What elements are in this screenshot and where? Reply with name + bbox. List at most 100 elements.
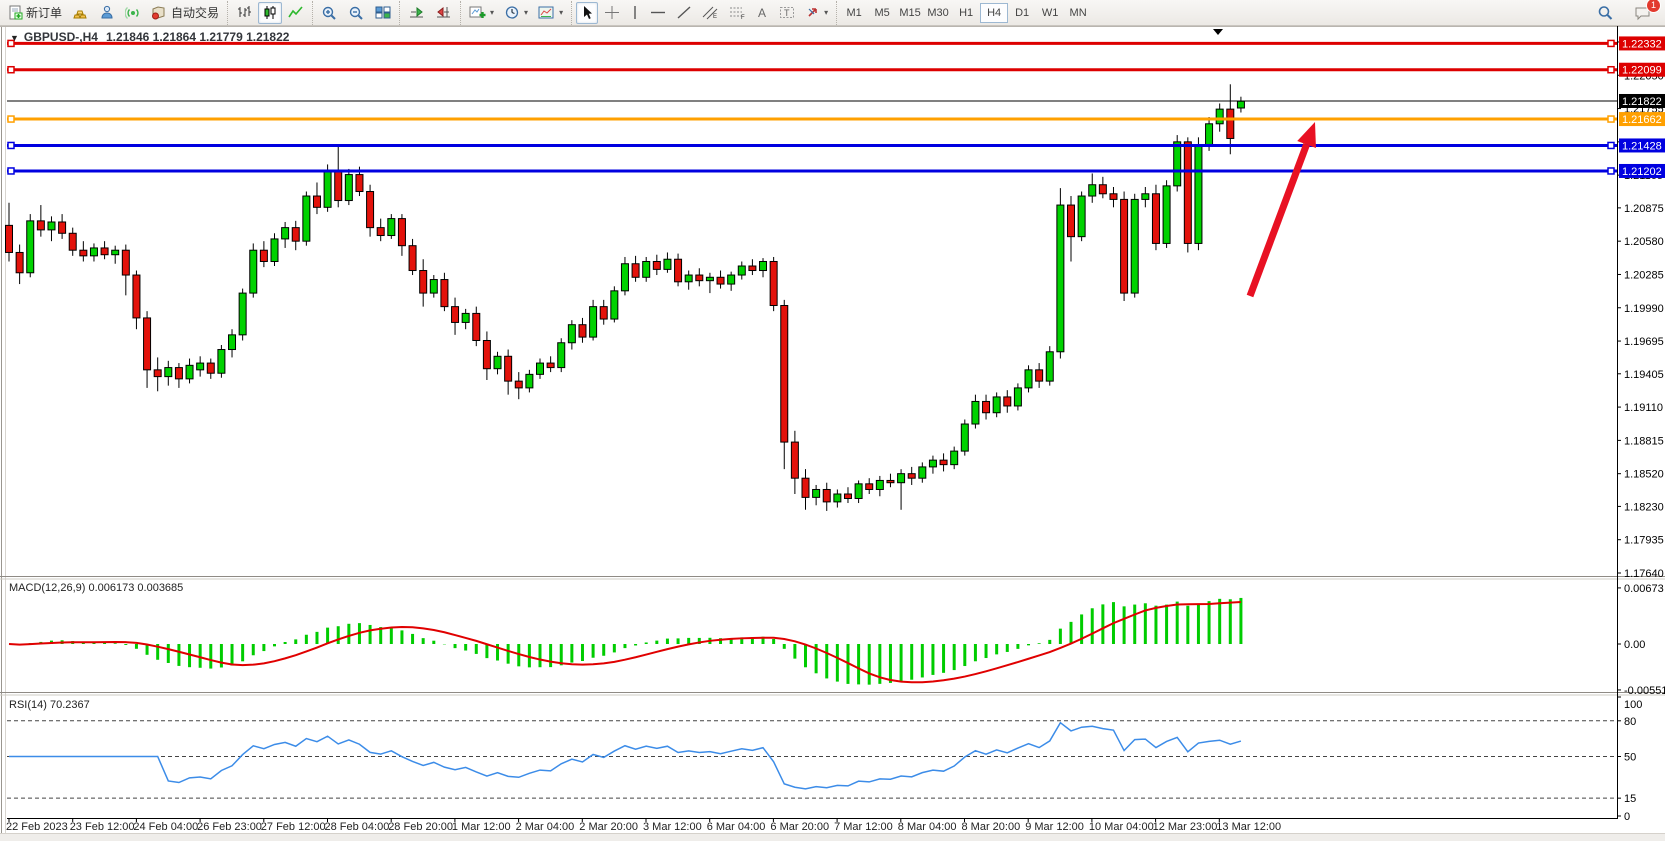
new-order-button[interactable]: 新订单 [4, 2, 66, 24]
chart-shift-button[interactable] [431, 2, 456, 24]
time-axis-label: 28 Feb 04:00 [324, 821, 390, 833]
line-anchor-handle[interactable] [1607, 167, 1615, 175]
timeframe-button-mn[interactable]: MN [1069, 6, 1087, 19]
candle-body [504, 355, 513, 382]
chart-title: ▼ GBPUSD-,H4 1.21846 1.21864 1.21779 1.218… [10, 30, 289, 44]
horizontal-line-object[interactable] [7, 167, 1617, 175]
timeframe-button-m1[interactable]: M1 [846, 6, 862, 19]
macd-axis-label: 0.00 [1624, 639, 1645, 651]
gold-bars-button[interactable] [68, 2, 93, 24]
candle-body [429, 279, 438, 294]
timeframe-button-h4[interactable]: H4 [980, 2, 1009, 23]
candle-body [79, 249, 88, 257]
candle-body [567, 324, 576, 344]
support-desk-button[interactable] [95, 2, 119, 24]
crosshair-button[interactable] [600, 2, 624, 24]
candle-body [1013, 387, 1022, 407]
line-anchor-handle[interactable] [1607, 115, 1615, 123]
candle-body [89, 247, 98, 257]
candle-body [281, 227, 290, 240]
price-line-label-text: 1.21202 [1622, 166, 1662, 178]
candle-body [705, 276, 714, 282]
zoom-out-button[interactable] [344, 2, 369, 24]
signals-button[interactable] [121, 2, 145, 24]
new-order-icon [8, 5, 23, 20]
candle-body [642, 260, 651, 278]
price-line-label-text: 1.22099 [1622, 65, 1662, 77]
time-axis-label: 23 Feb 12:00 [69, 821, 135, 833]
zoom-in-button[interactable] [317, 2, 342, 24]
candle-body [759, 260, 768, 272]
horizontal-line-object[interactable] [7, 65, 1617, 74]
timeframe-button-w1[interactable]: W1 [1041, 6, 1059, 19]
timeframe-button-m30[interactable]: M30 [927, 6, 949, 19]
line-anchor-handle[interactable] [7, 115, 15, 123]
candle-body [663, 258, 672, 270]
candle-body [1109, 193, 1118, 200]
candle-body [631, 263, 640, 278]
horizontal-line-button[interactable] [646, 2, 670, 24]
trend-arrow-annotation[interactable] [1246, 122, 1316, 298]
candle-body [918, 466, 927, 479]
price-line-label-box [1619, 138, 1665, 153]
macd-axis-label: 0.00673 [1624, 583, 1664, 595]
tile-windows-button[interactable] [371, 2, 395, 24]
arrow-objects-icon [805, 5, 820, 20]
timeframe-button-h1[interactable]: H1 [959, 6, 974, 19]
horizontal-line-object[interactable] [7, 115, 1617, 123]
candle-body [833, 493, 842, 503]
line-anchor-handle[interactable] [7, 167, 15, 175]
horizontal-line-object[interactable] [7, 39, 1617, 48]
periods-clock-button[interactable]: ▾ [500, 2, 532, 24]
text-button[interactable]: A [752, 2, 773, 24]
line-anchor-handle[interactable] [1607, 141, 1615, 150]
line-anchor-handle[interactable] [7, 39, 15, 48]
macd-signal-line [8, 601, 1241, 684]
notifications-button[interactable]: 1 [1630, 0, 1661, 24]
search-button[interactable] [1593, 2, 1618, 24]
line-anchor-handle[interactable] [7, 65, 15, 74]
bar-chart-button[interactable] [232, 2, 256, 24]
candle-body [716, 276, 725, 285]
timeframe-button-m5[interactable]: M5 [874, 6, 890, 19]
arrow-shaft [1246, 143, 1310, 298]
candle-body [58, 221, 67, 234]
candlestick-chart-button[interactable] [258, 1, 283, 24]
new-chart-button[interactable]: ▾ [465, 2, 498, 24]
candle-body [992, 396, 1001, 414]
fibonacci-button[interactable]: F [725, 2, 750, 24]
rsi-indicator-label: RSI(14) 70.2367 [9, 699, 90, 711]
candle-body [1236, 100, 1245, 109]
templates-button[interactable]: ▾ [534, 2, 567, 24]
line-anchor-handle[interactable] [7, 141, 15, 150]
chart-type-group [227, 0, 312, 25]
macd-indicator-label: MACD(12,26,9) 0.006173 0.003685 [9, 582, 184, 594]
arrows-dropdown-button[interactable]: ▾ [801, 2, 832, 24]
candle-body [228, 334, 237, 351]
chevron-down-icon: ▾ [524, 8, 529, 17]
cursor-button[interactable] [576, 1, 599, 24]
user-desk-icon [99, 5, 115, 20]
timeframe-button-m15[interactable]: M15 [899, 6, 921, 19]
trendline-button[interactable] [672, 2, 696, 24]
line-anchor-handle[interactable] [1607, 39, 1615, 48]
channel-button[interactable]: E [698, 2, 723, 24]
candle-body [387, 218, 396, 237]
auto-scroll-button[interactable] [404, 2, 429, 24]
text-label-button[interactable]: T [775, 2, 799, 24]
line-anchor-handle[interactable] [1607, 65, 1615, 74]
autotrade-button[interactable]: 自动交易 [147, 2, 223, 24]
timeframe-button-d1[interactable]: D1 [1015, 6, 1030, 19]
candle-body [323, 170, 332, 208]
candle-body [153, 369, 162, 378]
chart-canvas[interactable]: 1.223451.220501.217551.214601.211651.208… [0, 26, 1665, 841]
timeframe-group: M1 M5 M15 M30 H1 H4 D1 W1 MN [836, 0, 1095, 25]
horizontal-line-object[interactable] [7, 141, 1617, 150]
vertical-line-button[interactable] [626, 2, 644, 24]
svg-text:A: A [758, 6, 766, 20]
candle-body [812, 488, 821, 498]
time-axis-label: 6 Mar 20:00 [770, 821, 830, 833]
line-chart-button[interactable] [284, 2, 308, 24]
zoom-in-icon [321, 5, 338, 21]
collapse-triangle-icon[interactable]: ▼ [10, 33, 19, 43]
